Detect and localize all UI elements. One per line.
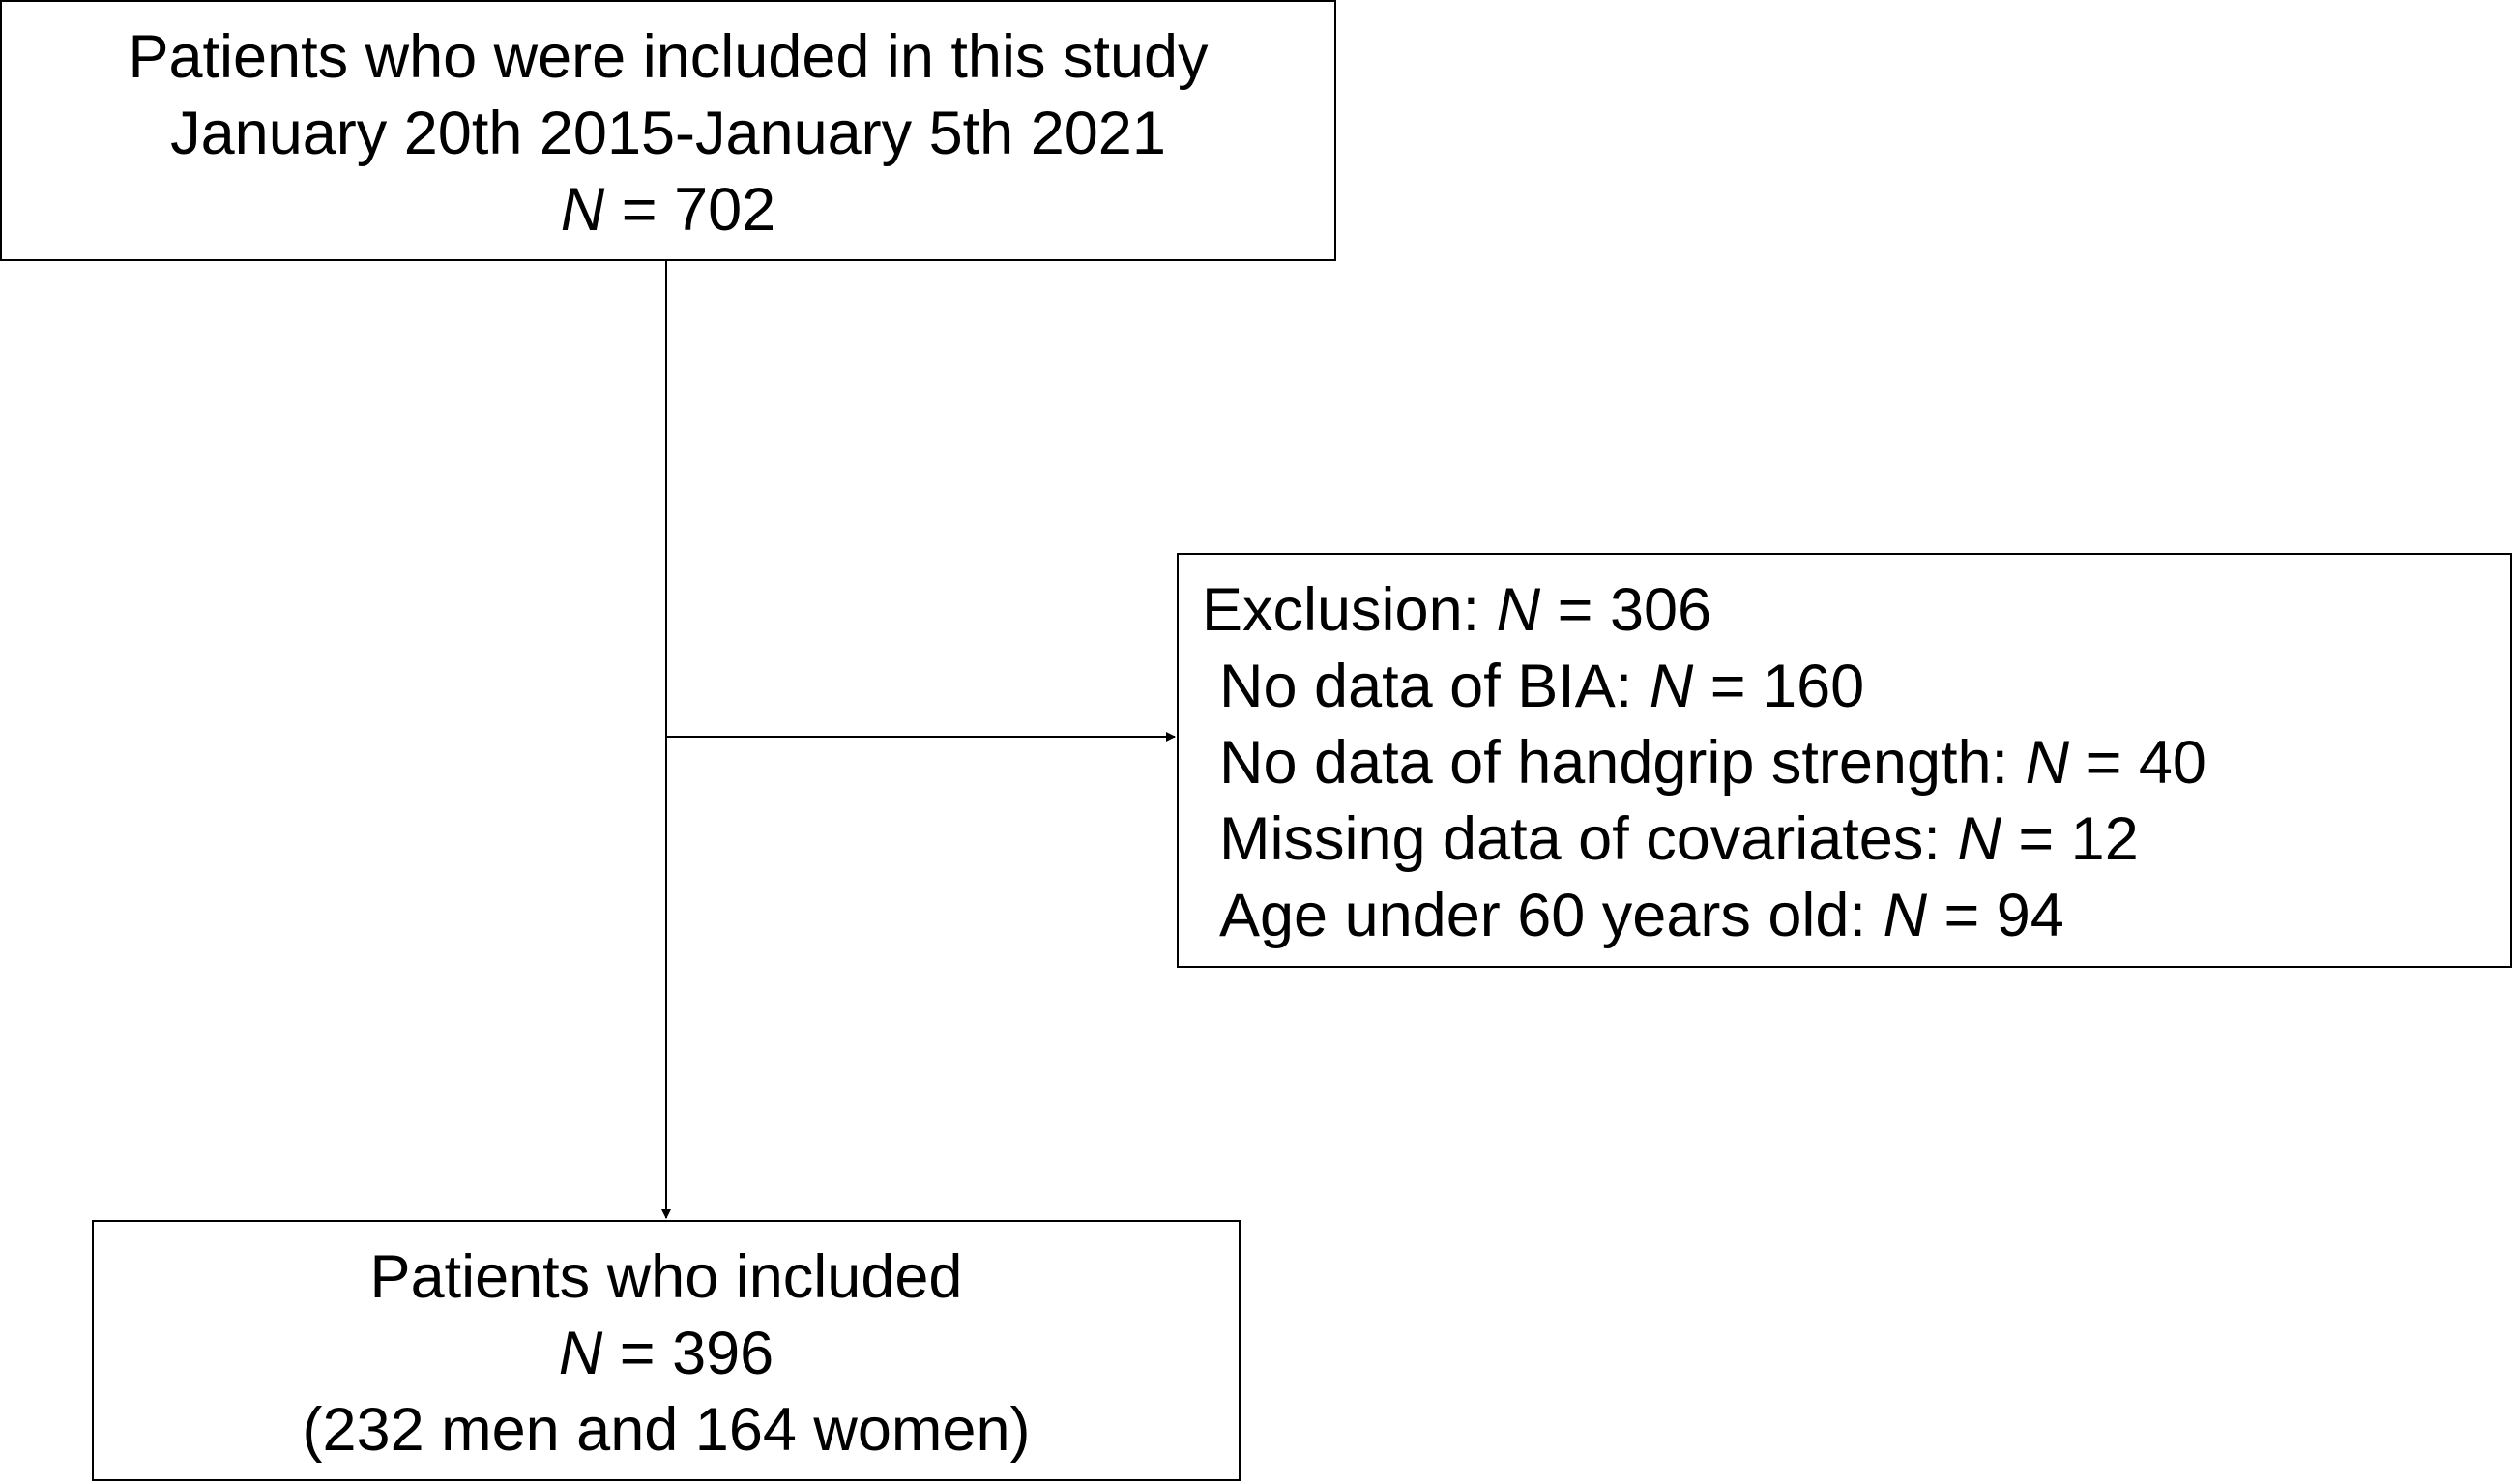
enrolled-count: N = 702 (560, 176, 776, 244)
exclusion-item-handgrip: No data of handgrip strength: N = 40 (1219, 729, 2206, 797)
exclusion-item-bia: No data of BIA: N = 160 (1219, 653, 1865, 720)
included-patients-box: Patients who included N = 396 (232 men a… (92, 1220, 1241, 1481)
enrolled-title: Patients who were included in this study (128, 23, 1209, 91)
included-count: N = 396 (558, 1320, 774, 1387)
exclusion-total: Exclusion: N = 306 (1202, 576, 1712, 644)
exclusion-item-covariates: Missing data of covariates: N = 12 (1219, 805, 2139, 873)
exclusion-box: Exclusion: N = 306 No data of BIA: N = 1… (1177, 553, 2512, 968)
exclusion-item-age: Age under 60 years old: N = 94 (1219, 882, 2064, 949)
included-title: Patients who included (369, 1243, 963, 1311)
included-breakdown: (232 men and 164 women) (302, 1396, 1031, 1464)
enrolled-period: January 20th 2015-January 5th 2021 (170, 100, 1166, 167)
enrolled-patients-box: Patients who were included in this study… (0, 0, 1336, 261)
